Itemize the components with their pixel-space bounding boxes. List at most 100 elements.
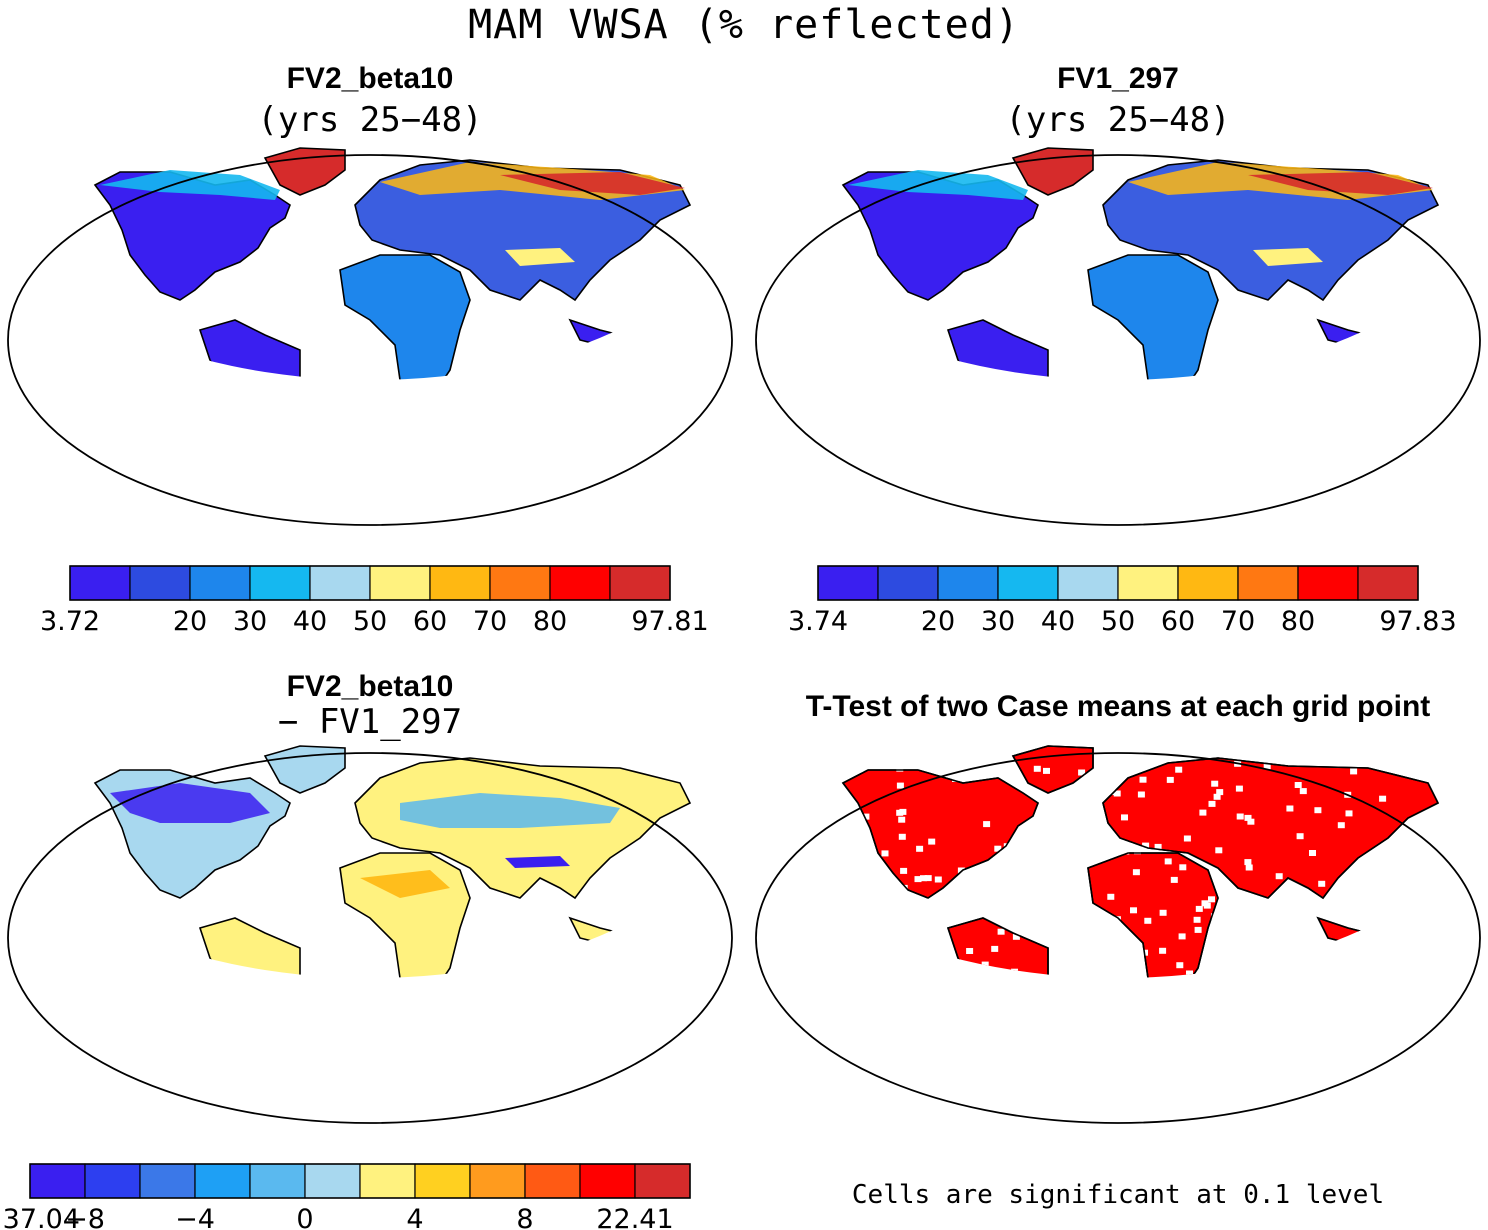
white-cell	[1142, 842, 1150, 849]
white-cell	[1216, 789, 1224, 796]
colorbar-swatch	[249, 565, 311, 601]
white-cell	[1415, 1073, 1422, 1079]
colorbar-swatch	[249, 1163, 306, 1199]
colorbar-swatch	[429, 565, 491, 601]
map-frame	[7, 752, 733, 1124]
white-cell	[1193, 916, 1201, 923]
colorbar-tick-label: 60	[1161, 606, 1195, 637]
white-cell	[1397, 840, 1404, 847]
panel1-subtitle: (yrs 25−48)	[257, 100, 483, 140]
colorbar-tick-label: 97.83	[1379, 606, 1456, 637]
white-cell	[1280, 935, 1288, 942]
colorbar-tick-label: 97.81	[631, 606, 708, 637]
colorbar-frame	[69, 565, 671, 601]
colorbar-tick-label: 60	[413, 606, 447, 637]
white-cell	[1051, 841, 1059, 848]
map-fv2-beta10	[7, 147, 733, 526]
white-cell	[862, 813, 870, 820]
land-southAmerica	[946, 319, 1049, 380]
panel3-title: FV2_beta10	[286, 670, 454, 703]
white-cell	[1337, 1112, 1344, 1118]
white-cell	[1337, 822, 1345, 829]
white-cell	[1411, 875, 1419, 881]
white-cell	[900, 884, 908, 891]
colorbar-swatch	[609, 565, 671, 601]
white-cell	[1178, 933, 1186, 940]
white-cell	[1199, 809, 1207, 816]
white-cell	[868, 898, 876, 904]
colorbar-tick-label: 30	[233, 606, 267, 637]
white-cell	[1286, 805, 1294, 812]
white-cell	[983, 821, 991, 828]
white-cell	[1372, 882, 1380, 888]
colorbar-swatch	[414, 1163, 471, 1199]
white-cell	[1051, 908, 1059, 915]
white-cell	[1408, 867, 1416, 874]
white-cell	[1220, 891, 1227, 898]
land-africa	[1087, 254, 1219, 380]
white-cell	[994, 845, 1002, 852]
white-cell	[1107, 785, 1115, 792]
white-cell	[1025, 897, 1033, 904]
white-cell	[1371, 1099, 1378, 1105]
white-cell	[1309, 850, 1316, 856]
white-cell	[1318, 880, 1326, 887]
map-fv1-297	[755, 147, 1481, 526]
white-cell	[1137, 791, 1145, 798]
white-cell	[1010, 885, 1018, 891]
white-cell	[1232, 898, 1240, 905]
map-ttest	[755, 745, 1481, 1124]
colorbar-swatch	[194, 1163, 251, 1199]
colorbar-swatch	[359, 1163, 416, 1199]
white-cell	[1211, 913, 1218, 920]
white-cell	[850, 1110, 857, 1116]
white-cell	[1109, 955, 1117, 962]
white-cell	[1154, 843, 1162, 850]
white-cell	[1194, 926, 1202, 933]
white-cell	[900, 867, 908, 874]
white-cell	[916, 845, 924, 852]
colorbar-swatch	[1177, 565, 1239, 601]
white-cell	[974, 899, 982, 906]
white-cell	[1411, 826, 1419, 833]
figure-title: MAM VWSA (% reflected)	[468, 2, 1020, 48]
colorbar-tick-label: 3.72	[40, 606, 100, 637]
white-cell	[876, 906, 884, 913]
colorbar-swatch	[189, 565, 251, 601]
land-southAmerica	[198, 319, 301, 380]
white-cell	[1119, 944, 1127, 950]
colorbar-swatch	[634, 1163, 691, 1199]
white-cell	[898, 816, 906, 823]
white-cell	[1113, 916, 1121, 923]
white-cell	[1170, 876, 1178, 883]
white-cell	[1086, 838, 1094, 845]
map-frame	[755, 752, 1481, 1124]
colorbar-swatch	[129, 565, 191, 601]
panel3-subtitle: − FV1_297	[277, 702, 463, 742]
white-cell	[1108, 789, 1116, 795]
colorbar-swatch	[1117, 565, 1179, 601]
tibet-negative	[505, 856, 570, 868]
colorbar-tick-label: 40	[1041, 606, 1075, 637]
white-cell	[1012, 933, 1020, 940]
panel2-title: FV1_297	[1057, 62, 1179, 95]
white-cell	[881, 850, 889, 857]
white-cell	[1208, 800, 1216, 807]
colorbar-swatch	[139, 1163, 196, 1199]
white-cell	[1345, 810, 1353, 817]
white-cell	[1077, 847, 1084, 854]
white-cell	[1370, 907, 1378, 914]
white-cell	[1244, 859, 1252, 866]
white-cell	[911, 936, 919, 943]
white-cell	[921, 898, 929, 905]
white-cell	[1179, 864, 1187, 871]
white-cell	[1176, 962, 1184, 969]
white-cell	[1037, 815, 1045, 822]
colorbar-tick-label: 4	[406, 1204, 423, 1230]
white-cell	[1321, 906, 1329, 913]
white-cell	[1419, 1080, 1426, 1086]
white-cell	[878, 884, 886, 891]
colorbar-tick-label: 20	[173, 606, 207, 637]
coast-greenland	[1011, 745, 1094, 794]
white-cell	[895, 1091, 902, 1097]
